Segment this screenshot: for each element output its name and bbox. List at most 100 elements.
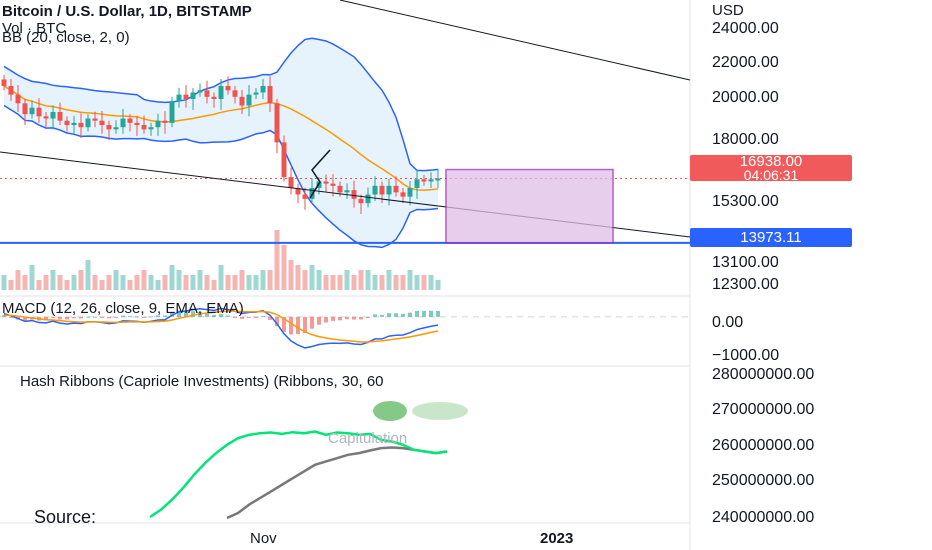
- candle-body: [141, 125, 147, 130]
- macd-histogram-bar: [177, 310, 181, 317]
- signal-marker: [373, 401, 407, 421]
- bar-countdown: 04:06:31: [743, 167, 799, 183]
- candle-body: [302, 194, 308, 199]
- volume-bar: [281, 245, 287, 290]
- candle-body: [435, 178, 441, 181]
- volume-bar: [344, 270, 350, 290]
- macd-histogram-bar: [247, 316, 251, 318]
- candle-body: [428, 179, 434, 182]
- bollinger-legend[interactable]: BB (20, close, 2, 0): [2, 29, 130, 46]
- macd-histogram-bar: [366, 316, 370, 318]
- volume-bar: [218, 265, 224, 290]
- macd-histogram-bar: [114, 316, 118, 318]
- candle-body: [337, 185, 343, 193]
- macd-histogram-bar: [107, 316, 111, 319]
- candle-body: [344, 190, 350, 193]
- volume-bar: [253, 275, 259, 290]
- fast-ribbon-line: [149, 430, 448, 519]
- signal-marker-glow: [412, 402, 468, 420]
- volume-bar: [204, 275, 210, 290]
- macd-histogram-bar: [219, 313, 223, 317]
- macd-histogram-bar: [422, 310, 426, 317]
- volume-bar: [435, 280, 441, 290]
- volume-bar: [106, 275, 112, 290]
- macd-histogram-bar: [380, 314, 384, 317]
- price-tick: 18000.00: [712, 131, 779, 148]
- candle-body: [155, 120, 161, 128]
- macd-histogram-bar: [394, 313, 398, 317]
- candle-body: [288, 177, 294, 188]
- macd-histogram-bar: [289, 316, 293, 335]
- volume-bar: [274, 230, 280, 290]
- price-tick: 15300.00: [712, 193, 779, 210]
- volume-bar: [316, 270, 322, 290]
- macd-histogram-bar: [345, 316, 349, 320]
- volume-bar: [379, 275, 385, 290]
- hash-ribbons-legend[interactable]: Hash Ribbons (Capriole Investments) (Rib…: [20, 373, 384, 390]
- candle-body: [232, 90, 238, 97]
- volume-bar: [302, 270, 308, 290]
- volume-bar: [141, 270, 147, 290]
- macd-histogram-bar: [135, 316, 139, 318]
- hash-tick: 250000000.00: [712, 472, 815, 489]
- macd-histogram-bar: [58, 316, 62, 320]
- candle-body: [127, 118, 133, 123]
- candle-body: [379, 185, 385, 195]
- horizontal-line-price-tag[interactable]: 13973.11: [690, 228, 852, 247]
- volume-bar: [92, 275, 98, 290]
- time-label-nov: Nov: [250, 530, 277, 547]
- slow-ribbon-line: [226, 446, 448, 520]
- currency-label: USD: [712, 2, 744, 19]
- macd-histogram-bar: [282, 316, 286, 333]
- last-price-tag[interactable]: 16938.00 04:06:31: [690, 153, 852, 183]
- candle-body: [239, 96, 245, 106]
- volume-bar: [29, 265, 35, 290]
- macd-histogram-bar: [310, 316, 314, 329]
- hash-tick: 240000000.00: [712, 509, 815, 526]
- symbol-title[interactable]: Bitcoin / U.S. Dollar, 1D, BITSTAMP: [2, 3, 252, 20]
- drawn-path: [309, 149, 331, 199]
- price-tick: 12300.00: [712, 276, 779, 293]
- candle-body: [162, 120, 168, 123]
- volume-bar: [351, 275, 357, 290]
- price-tick: 13100.00: [712, 254, 779, 271]
- volume-bar: [358, 270, 364, 290]
- hash-tick: 270000000.00: [712, 401, 815, 418]
- volume-bar: [155, 280, 161, 290]
- volume-bar: [211, 280, 217, 290]
- macd-histogram-bar: [303, 316, 307, 333]
- last-price-value: 16938.00: [739, 153, 803, 170]
- volume-bar: [183, 275, 189, 290]
- macd-histogram-bar: [317, 316, 321, 325]
- macd-histogram-bar: [72, 316, 76, 319]
- macd-histogram-bar: [233, 316, 237, 318]
- candle-body: [267, 85, 273, 104]
- volume-bar: [309, 265, 315, 290]
- candle-body: [330, 183, 336, 186]
- candle-body: [400, 192, 406, 197]
- volume-bar: [134, 275, 140, 290]
- candle-body: [43, 116, 49, 119]
- volume-legend[interactable]: Vol · BTC: [2, 20, 67, 37]
- macd-legend[interactable]: MACD (12, 26, close, 9, EMA, EMA): [2, 300, 244, 317]
- candle-body: [85, 118, 91, 128]
- macd-histogram-bar: [128, 316, 132, 318]
- volume-bar: [176, 270, 182, 290]
- macd-histogram-bar: [373, 314, 377, 317]
- macd-histogram-bar: [359, 316, 363, 320]
- candle-body: [253, 92, 259, 95]
- macd-histogram-bar: [205, 313, 209, 317]
- volume-bar: [127, 280, 133, 290]
- candle-body: [183, 94, 189, 99]
- candle-body: [281, 142, 287, 178]
- candle-body: [113, 127, 119, 130]
- volume-bar: [323, 275, 329, 290]
- candle-body: [225, 85, 231, 91]
- price-tick: 20000.00: [712, 89, 779, 106]
- volume-bar: [85, 260, 91, 290]
- candle-body: [134, 122, 140, 126]
- macd-histogram-bar: [226, 315, 230, 317]
- candle-body: [421, 179, 427, 182]
